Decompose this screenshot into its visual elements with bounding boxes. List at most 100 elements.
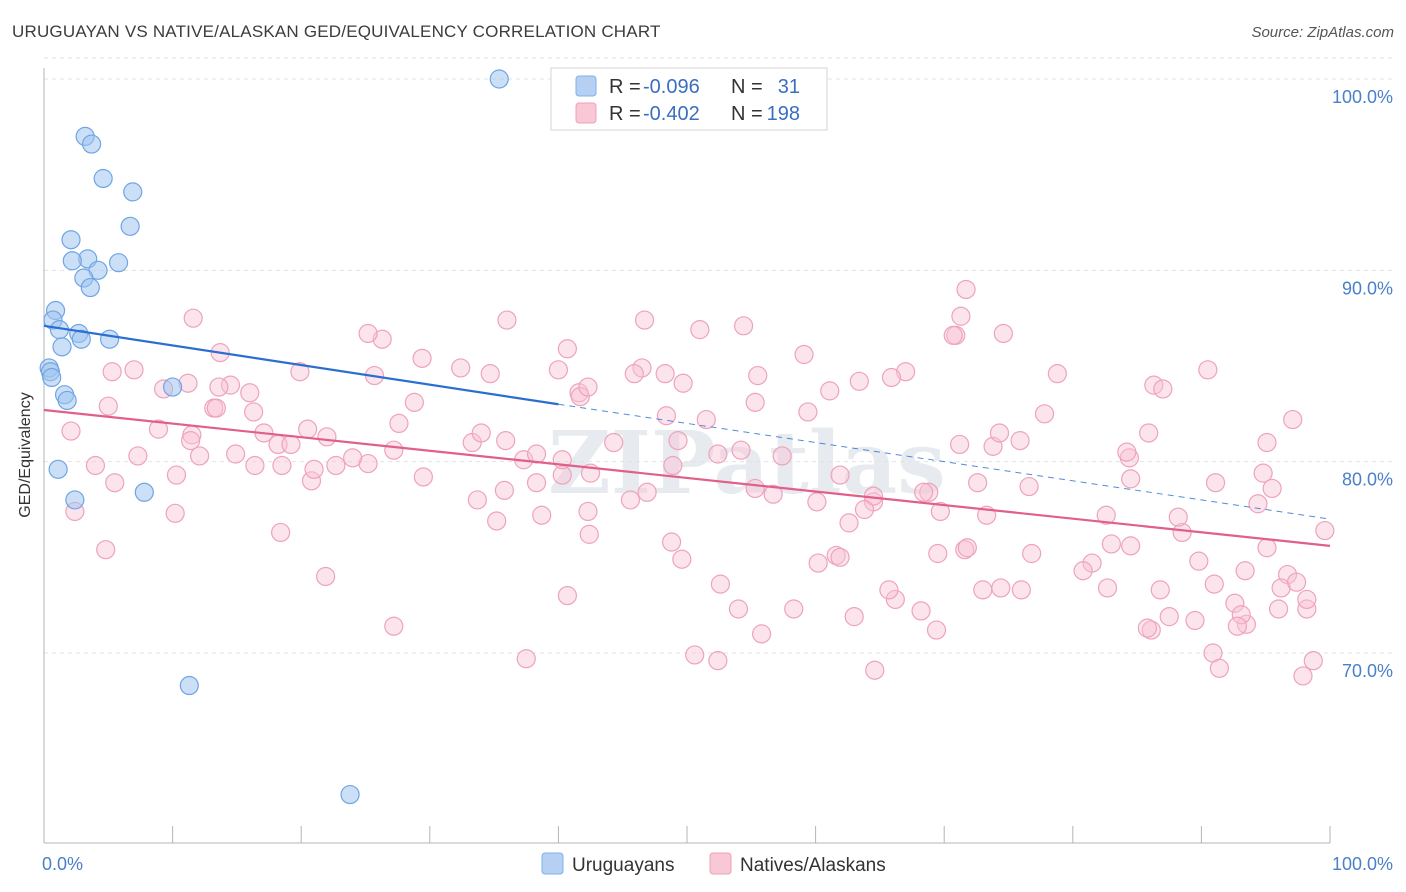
natives-point-181 — [731, 440, 751, 460]
uruguayans-point-2 — [81, 134, 102, 154]
legend-n-value-uruguayans: 31 — [778, 76, 800, 98]
natives-point-141 — [206, 398, 226, 418]
series-legend: Uruguayans Natives/Alaskans — [541, 852, 886, 876]
natives-point-190 — [763, 484, 783, 504]
natives-point-12 — [1172, 522, 1192, 543]
natives-point-42 — [865, 660, 885, 680]
natives-point-147 — [105, 473, 125, 493]
natives-point-163 — [1293, 666, 1313, 686]
legend-r-label-natives: R = — [609, 103, 641, 125]
natives-point-101 — [1022, 543, 1042, 564]
natives-point-25 — [634, 310, 655, 330]
chart-title: URUGUAYAN VS NATIVE/ALASKAN GED/EQUIVALE… — [12, 22, 661, 41]
natives-point-84 — [710, 574, 731, 594]
natives-point-132 — [183, 308, 203, 328]
natives-point-184 — [557, 585, 578, 606]
natives-point-171 — [1286, 572, 1307, 592]
legend-n-value-natives: 198 — [767, 103, 800, 125]
natives-point-11 — [1185, 610, 1205, 631]
natives-point-40 — [1121, 469, 1141, 489]
natives-point-189 — [1159, 607, 1179, 627]
x-tick-label-max: 100.0% — [1332, 854, 1393, 874]
uruguayans-point-5 — [120, 216, 140, 236]
natives-point-106 — [1011, 580, 1031, 600]
y-tick-label-100: 100.0% — [1332, 87, 1393, 107]
natives-point-191 — [579, 524, 599, 544]
natives-point-140 — [930, 501, 950, 522]
natives-point-182 — [124, 360, 144, 380]
natives-point-9 — [668, 431, 688, 451]
natives-point-14 — [85, 455, 106, 476]
natives-point-113 — [956, 279, 976, 300]
natives-point-28 — [578, 501, 598, 522]
natives-point-73 — [745, 392, 765, 412]
natives-point-30 — [896, 362, 916, 382]
uruguayans-point-3 — [93, 168, 113, 189]
natives-point-2 — [748, 365, 768, 386]
natives-point-88 — [943, 325, 963, 345]
natives-point-5 — [244, 402, 264, 422]
natives-point-126 — [1168, 507, 1188, 527]
natives-point-44 — [1097, 578, 1118, 598]
natives-point-83 — [1225, 593, 1245, 613]
natives-point-57 — [61, 421, 81, 441]
natives-point-185 — [181, 431, 201, 451]
natives-point-1 — [1019, 476, 1039, 497]
natives-point-98 — [1209, 658, 1230, 678]
natives-point-186 — [1034, 404, 1055, 424]
natives-point-86 — [1268, 599, 1289, 619]
natives-point-155 — [1153, 379, 1173, 399]
natives-points — [61, 279, 1335, 686]
x-tick-label-min: 0.0% — [42, 854, 83, 874]
natives-point-124 — [1010, 431, 1030, 451]
legend-swatch-natives — [575, 102, 597, 124]
natives-point-41 — [245, 455, 265, 476]
natives-point-102 — [301, 471, 322, 491]
natives-point-4 — [885, 589, 905, 610]
natives-point-60 — [1257, 538, 1277, 558]
uruguayans-point-6 — [61, 230, 81, 250]
natives-point-160 — [384, 440, 404, 460]
natives-point-125 — [661, 532, 682, 552]
natives-point-55 — [1047, 364, 1067, 384]
uruguayans-point-25 — [163, 377, 183, 397]
natives-point-137 — [497, 310, 517, 330]
uruguayans-trend-line — [43, 324, 559, 406]
natives-point-119 — [496, 431, 516, 451]
natives-point-153 — [881, 367, 902, 388]
natives-point-162 — [685, 645, 705, 665]
natives-point-111 — [798, 402, 818, 422]
natives-point-23 — [526, 473, 547, 493]
y-tick-labels: 70.0% 80.0% 90.0% 100.0% — [1332, 87, 1393, 681]
natives-point-172 — [128, 446, 148, 466]
uruguayans-point-8 — [62, 251, 82, 271]
natives-point-21 — [98, 396, 118, 416]
y-axis-label: GED/Equivalency — [17, 392, 34, 517]
natives-point-97 — [1257, 432, 1277, 453]
natives-point-116 — [471, 423, 491, 443]
natives-point-96 — [451, 358, 471, 378]
natives-point-174 — [620, 490, 641, 510]
natives-point-123 — [993, 323, 1013, 344]
uruguayans-trend-extension — [558, 403, 1331, 520]
natives-point-133 — [290, 362, 310, 382]
natives-point-150 — [343, 448, 363, 468]
natives-point-81 — [1117, 442, 1137, 462]
natives-point-75 — [672, 549, 692, 569]
natives-point-63 — [632, 358, 652, 378]
natives-point-151 — [1227, 616, 1248, 636]
uruguayans-point-28 — [134, 482, 154, 502]
uruguayans-point-0 — [489, 69, 509, 89]
natives-point-165 — [914, 482, 934, 502]
natives-point-80 — [271, 522, 291, 543]
natives-point-188 — [784, 599, 804, 619]
legend-r-value-uruguayans: -0.096 — [643, 76, 700, 98]
natives-point-105 — [1101, 534, 1121, 554]
natives-point-136 — [532, 505, 552, 525]
natives-point-79 — [1253, 463, 1273, 483]
natives-point-152 — [1073, 561, 1093, 581]
natives-point-145 — [1121, 536, 1141, 556]
stats-legend-box — [550, 67, 828, 131]
natives-point-37 — [604, 432, 624, 453]
uruguayans-point-4 — [123, 182, 143, 202]
